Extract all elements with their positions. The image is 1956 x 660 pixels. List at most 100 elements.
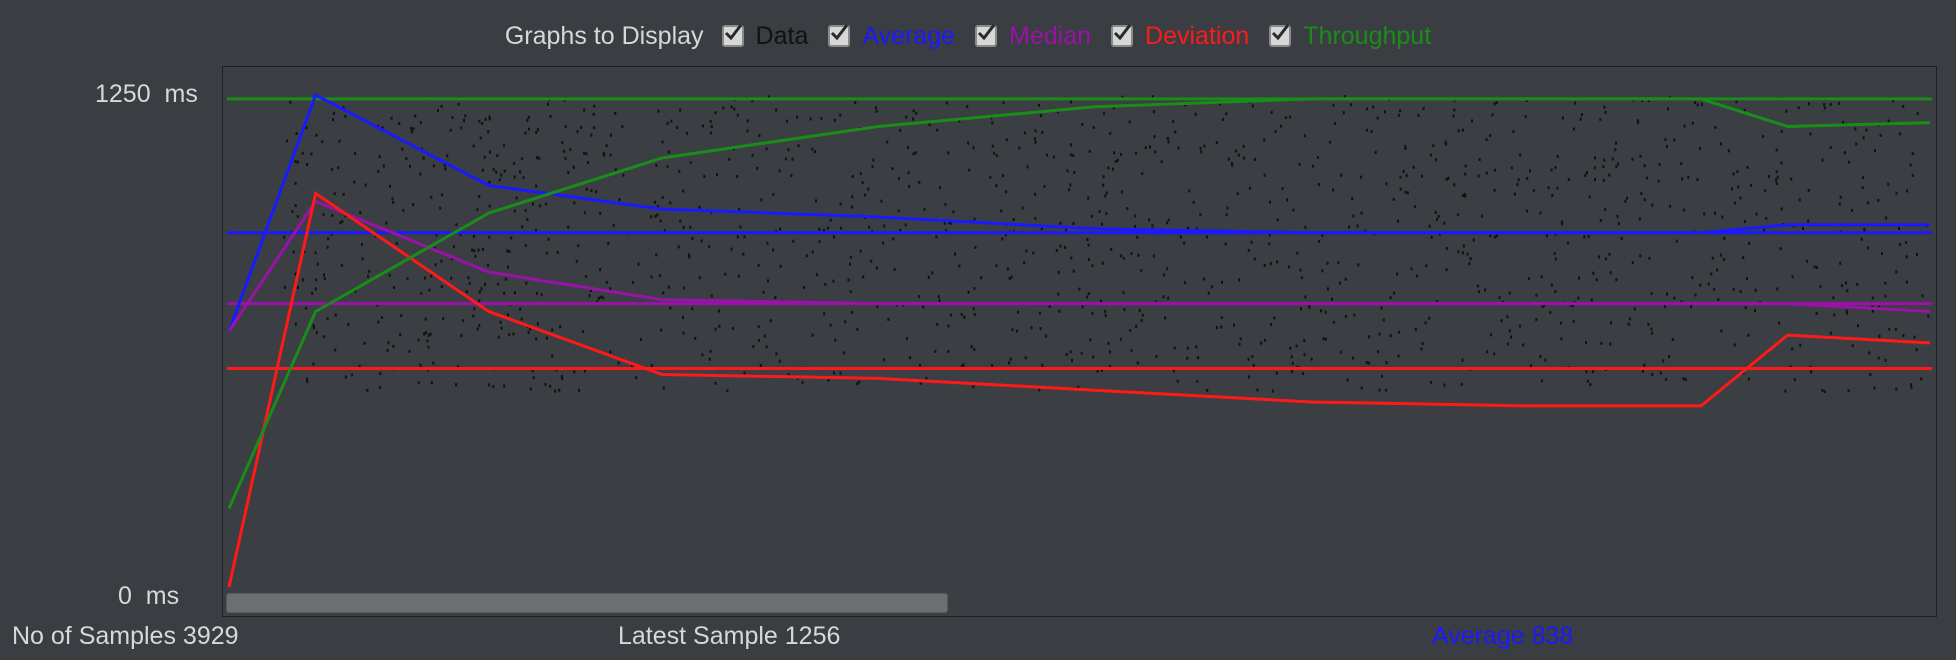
data-point	[471, 248, 474, 252]
data-point	[973, 348, 976, 352]
data-point	[430, 195, 433, 199]
data-point	[1524, 115, 1527, 119]
data-point	[1527, 277, 1530, 280]
data-point	[1287, 265, 1290, 269]
data-point	[1384, 110, 1386, 114]
data-point	[718, 324, 721, 328]
data-point	[980, 276, 983, 280]
data-point	[1120, 153, 1122, 156]
data-point	[1650, 291, 1653, 295]
data-point	[1179, 235, 1182, 239]
data-point	[558, 388, 561, 392]
data-point	[1657, 179, 1660, 183]
data-point	[573, 370, 576, 374]
data-point	[406, 277, 409, 281]
data-point	[1342, 111, 1345, 115]
toggle-data[interactable]: Data	[721, 22, 808, 51]
data-point	[1856, 282, 1859, 286]
data-point	[1526, 177, 1529, 181]
data-point	[958, 264, 961, 268]
data-point	[572, 165, 575, 169]
data-point	[736, 175, 739, 178]
data-point	[1664, 137, 1667, 141]
data-point	[950, 221, 953, 225]
data-point	[1816, 266, 1818, 270]
data-point	[1631, 261, 1634, 265]
data-point	[368, 269, 371, 273]
data-point	[603, 153, 606, 157]
data-point	[919, 381, 922, 385]
data-point	[1304, 225, 1307, 229]
data-point	[1754, 288, 1757, 292]
data-point	[427, 345, 430, 349]
data-point	[1878, 334, 1881, 338]
average-label: Average	[862, 21, 956, 50]
toggle-median[interactable]: Median	[975, 22, 1091, 51]
data-point	[444, 167, 447, 171]
data-point	[849, 290, 852, 294]
data-point	[1225, 213, 1228, 217]
throughput-checkbox[interactable]	[1269, 24, 1292, 47]
horizontal-scrollbar[interactable]	[226, 593, 948, 613]
data-point	[1877, 198, 1880, 202]
data-point	[327, 237, 330, 241]
data-point	[1669, 204, 1672, 208]
data-point	[1317, 183, 1320, 187]
graphs-to-display-toolbar: Graphs to Display Data Average Median De…	[0, 16, 1956, 56]
data-point	[1615, 278, 1618, 282]
data-point	[936, 128, 939, 132]
deviation-checkbox[interactable]	[1111, 24, 1134, 47]
data-point	[1164, 316, 1167, 320]
data-point	[419, 172, 422, 176]
data-point	[1428, 316, 1431, 320]
data-point	[379, 371, 382, 375]
data-point	[312, 324, 315, 328]
data-point	[389, 184, 391, 188]
data-point	[549, 384, 552, 388]
toggle-average[interactable]: Average	[828, 22, 955, 51]
data-point	[1110, 248, 1113, 251]
data-point	[532, 376, 535, 380]
data-point	[1130, 251, 1133, 255]
data-point	[698, 205, 701, 209]
data-point	[1845, 281, 1847, 285]
data-point	[1105, 191, 1108, 195]
data-point	[1842, 120, 1845, 124]
data-point	[1905, 255, 1908, 259]
data-point	[820, 116, 823, 120]
data-point	[653, 200, 656, 204]
data-point	[1221, 280, 1223, 284]
data-point	[856, 327, 859, 331]
data-point	[694, 337, 697, 340]
data-point	[1486, 350, 1489, 354]
data-point	[907, 171, 910, 175]
data-point	[1144, 146, 1147, 150]
data-point	[832, 235, 835, 239]
data-point	[1280, 124, 1283, 128]
data-point	[1420, 347, 1423, 351]
data-point	[312, 326, 315, 330]
data-point	[1112, 167, 1114, 171]
data-point	[650, 275, 653, 279]
data-point	[508, 250, 511, 253]
data-point	[686, 131, 688, 135]
data-point	[1506, 342, 1509, 346]
data-point	[380, 316, 383, 319]
toggle-throughput[interactable]: Throughput	[1269, 22, 1431, 51]
average-checkbox[interactable]	[828, 24, 851, 47]
data-point	[1269, 262, 1272, 266]
data-checkbox[interactable]	[721, 24, 744, 47]
data-point	[1038, 103, 1040, 107]
median-checkbox[interactable]	[975, 24, 998, 47]
data-point	[1112, 106, 1115, 110]
data-point	[973, 287, 976, 290]
toggle-deviation[interactable]: Deviation	[1111, 22, 1249, 51]
data-point	[1493, 168, 1496, 172]
data-point	[1122, 256, 1125, 260]
data-point	[297, 286, 299, 289]
data-point	[775, 352, 778, 356]
data-point	[1046, 153, 1048, 157]
data-point	[434, 263, 437, 267]
data-point	[689, 225, 692, 229]
data-point	[1230, 161, 1233, 165]
